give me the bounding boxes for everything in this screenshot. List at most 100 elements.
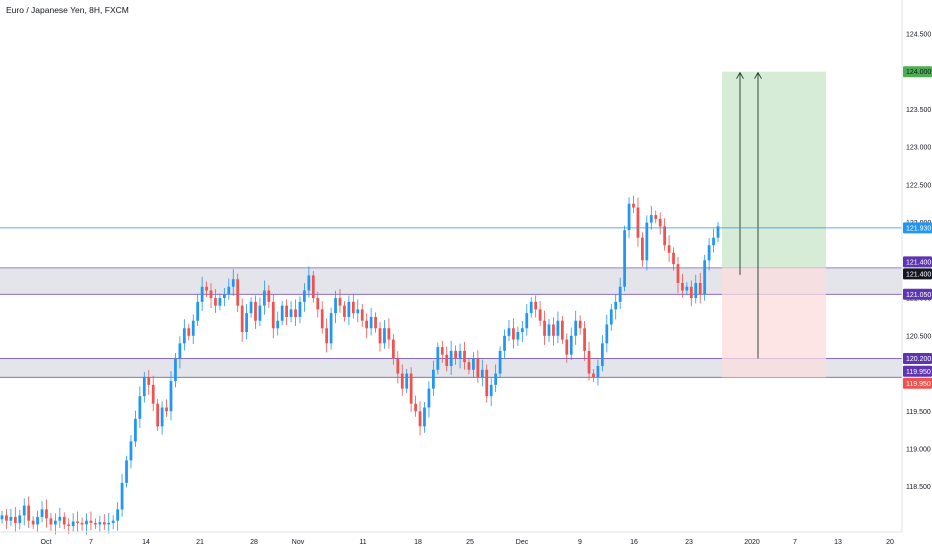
candle[interactable] — [258, 297, 262, 327]
candle[interactable] — [525, 304, 529, 336]
candle[interactable] — [13, 506, 17, 532]
candle[interactable] — [596, 359, 600, 386]
candle[interactable] — [703, 254, 707, 301]
candle[interactable] — [556, 311, 560, 344]
candle[interactable] — [102, 514, 106, 530]
candle[interactable] — [325, 318, 329, 353]
candle[interactable] — [18, 509, 22, 530]
candle[interactable] — [169, 371, 173, 421]
candle[interactable] — [111, 515, 115, 530]
candle[interactable] — [707, 238, 711, 271]
candle[interactable] — [311, 270, 315, 303]
candle[interactable] — [543, 310, 546, 345]
candle[interactable] — [67, 518, 71, 535]
candle[interactable] — [649, 206, 653, 230]
candle[interactable] — [667, 235, 671, 262]
candle[interactable] — [498, 346, 502, 379]
candle[interactable] — [0, 510, 4, 524]
candle[interactable] — [627, 197, 631, 239]
candle[interactable] — [174, 353, 177, 388]
candle[interactable] — [489, 377, 493, 407]
candle[interactable] — [9, 508, 13, 527]
candle[interactable] — [338, 289, 342, 313]
candle[interactable] — [334, 290, 337, 324]
candle[interactable] — [236, 273, 240, 312]
candle[interactable] — [614, 294, 618, 320]
candle[interactable] — [156, 399, 160, 431]
candle[interactable] — [712, 228, 715, 253]
candle[interactable] — [672, 247, 675, 271]
candle[interactable] — [494, 364, 498, 393]
candle[interactable] — [472, 352, 475, 378]
candle[interactable] — [534, 295, 538, 318]
candle[interactable] — [449, 340, 453, 376]
candle[interactable] — [227, 278, 231, 300]
candle[interactable] — [636, 197, 640, 247]
candle[interactable] — [58, 507, 62, 528]
candle[interactable] — [374, 312, 377, 333]
candle[interactable] — [476, 350, 480, 383]
candle[interactable] — [71, 513, 75, 532]
candle[interactable] — [160, 401, 164, 435]
candle[interactable] — [507, 320, 511, 342]
candle[interactable] — [151, 375, 155, 411]
candle[interactable] — [98, 515, 102, 533]
candle[interactable] — [387, 318, 391, 349]
candle[interactable] — [182, 319, 186, 351]
candle[interactable] — [480, 359, 484, 387]
candle[interactable] — [520, 321, 524, 342]
candle[interactable] — [632, 195, 635, 213]
candle[interactable] — [196, 293, 200, 327]
candle[interactable] — [240, 298, 244, 342]
candle[interactable] — [289, 301, 293, 323]
candle[interactable] — [623, 225, 626, 292]
candle[interactable] — [391, 334, 395, 365]
candle[interactable] — [458, 343, 462, 369]
candle[interactable] — [245, 304, 248, 340]
candle[interactable] — [605, 314, 609, 353]
candle[interactable] — [689, 280, 693, 307]
candle[interactable] — [222, 287, 226, 307]
candle[interactable] — [129, 435, 133, 469]
candle[interactable] — [423, 402, 426, 433]
candle[interactable] — [165, 399, 168, 417]
candle[interactable] — [663, 218, 667, 251]
candle[interactable] — [409, 367, 413, 412]
candle[interactable] — [676, 256, 680, 293]
candle[interactable] — [658, 212, 662, 235]
candle[interactable] — [276, 311, 280, 336]
candle[interactable] — [27, 496, 31, 528]
candle[interactable] — [378, 321, 382, 352]
candle[interactable] — [94, 518, 97, 529]
candle[interactable] — [31, 516, 35, 529]
candle[interactable] — [187, 323, 191, 341]
candle[interactable] — [463, 341, 466, 370]
candle[interactable] — [209, 283, 213, 309]
candle[interactable] — [685, 282, 689, 296]
candle[interactable] — [231, 269, 235, 296]
candle[interactable] — [694, 274, 698, 304]
candle[interactable] — [142, 371, 146, 403]
candle[interactable] — [538, 301, 542, 327]
candle[interactable] — [369, 307, 373, 336]
candle[interactable] — [298, 296, 302, 324]
candle[interactable] — [516, 326, 520, 346]
candle[interactable] — [716, 221, 720, 243]
candle[interactable] — [249, 297, 253, 318]
candle[interactable] — [85, 513, 88, 535]
candle[interactable] — [432, 360, 435, 396]
candle[interactable] — [285, 299, 288, 326]
candle[interactable] — [36, 510, 39, 533]
candle[interactable] — [329, 307, 333, 350]
candle[interactable] — [467, 357, 471, 375]
candle[interactable] — [200, 276, 204, 311]
candle[interactable] — [578, 315, 582, 335]
candle[interactable] — [618, 277, 622, 310]
candle[interactable] — [583, 321, 586, 361]
candle[interactable] — [80, 517, 84, 531]
candle[interactable] — [552, 317, 555, 346]
candle[interactable] — [40, 501, 44, 523]
candle[interactable] — [138, 386, 142, 428]
candle[interactable] — [418, 401, 422, 436]
candle[interactable] — [574, 310, 578, 345]
